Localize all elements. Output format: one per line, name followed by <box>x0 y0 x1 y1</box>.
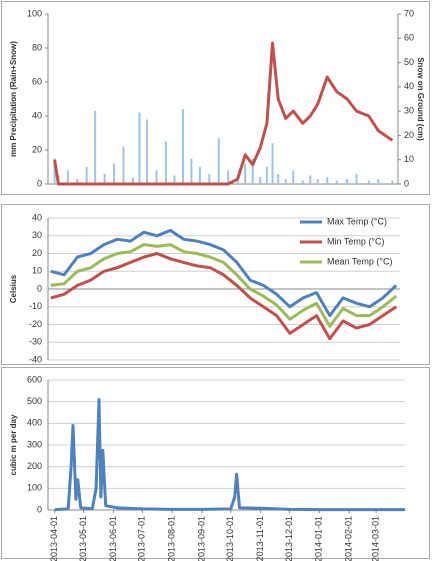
bar <box>146 119 149 184</box>
y-tick-label: 100 <box>27 483 42 493</box>
x-tick-label: 2013-07-01 <box>137 516 147 561</box>
y-tick-label: 0 <box>37 178 42 188</box>
x-tick-label: 2014-01-01 <box>314 516 324 561</box>
bar <box>346 178 349 184</box>
y2-axis-label: Snow on Ground (cm) <box>416 57 425 141</box>
y-tick-label: 40 <box>32 212 42 222</box>
bar <box>85 167 88 184</box>
line <box>53 41 394 186</box>
y2-tick-label: 70 <box>404 8 414 18</box>
y-tick-label: 30 <box>32 230 42 240</box>
bar <box>190 158 193 184</box>
y-tick-label: 0 <box>37 504 42 514</box>
bar <box>76 178 79 184</box>
x-tick-label: 2013-04-01 <box>49 516 59 561</box>
line <box>50 228 398 318</box>
bar <box>377 178 380 184</box>
bar <box>66 170 69 184</box>
y-tick-label: 10 <box>32 266 42 276</box>
x-tick-label: 2013-12-01 <box>284 516 294 561</box>
y-tick-label: -30 <box>29 337 42 347</box>
bar <box>259 177 262 184</box>
y-tick-label: 500 <box>27 396 42 406</box>
y-tick-label: 60 <box>32 76 42 86</box>
y-tick-label: 20 <box>32 144 42 154</box>
bar <box>217 138 220 184</box>
bar <box>53 158 56 184</box>
y-tick-label: 80 <box>32 42 42 52</box>
bar <box>155 170 158 184</box>
x-tick-label: 2013-10-01 <box>225 516 235 561</box>
bar <box>94 110 97 184</box>
panel <box>1 367 430 559</box>
y-tick-label: 20 <box>32 248 42 258</box>
x-tick-label: 2013-11-01 <box>255 516 265 561</box>
bar <box>113 163 116 184</box>
bar <box>355 173 358 184</box>
y2-tick-label: 50 <box>404 57 414 67</box>
bar <box>164 141 167 184</box>
line <box>54 398 405 512</box>
legend-label: Max Temp (°C) <box>327 216 387 226</box>
y2-tick-label: 30 <box>404 106 414 116</box>
y-tick-label: 40 <box>32 110 42 120</box>
y-tick-label: 400 <box>27 418 42 428</box>
bar <box>198 167 201 184</box>
bar <box>309 175 312 184</box>
bar <box>326 177 329 184</box>
y-axis-label: mm Precipitation (Rain+Snow) <box>9 41 18 157</box>
line <box>50 243 398 328</box>
y-tick-label: 0 <box>37 283 42 293</box>
x-tick-label: 2013-05-01 <box>78 516 88 561</box>
bar <box>227 170 230 184</box>
y2-tick-label: 10 <box>404 154 414 164</box>
bar <box>391 180 394 184</box>
panel <box>1 204 430 365</box>
bar <box>244 163 247 184</box>
bar <box>301 180 304 184</box>
y-tick-label: 600 <box>27 374 42 384</box>
y-axis-label: cubic m per day <box>9 414 18 475</box>
x-tick-label: 2014-02-01 <box>344 516 354 561</box>
legend-label: Min Temp (°C) <box>327 236 384 246</box>
bar <box>284 178 287 184</box>
y-tick-label: -40 <box>29 354 42 364</box>
y-tick-label: -10 <box>29 301 42 311</box>
x-tick-label: 2014-03-01 <box>371 516 381 561</box>
y-tick-label: 300 <box>27 439 42 449</box>
x-tick-label: 2013-09-01 <box>196 516 206 561</box>
y2-tick-label: 40 <box>404 81 414 91</box>
y-tick-label: 200 <box>27 461 42 471</box>
y-tick-label: -20 <box>29 319 42 329</box>
bar <box>316 178 319 184</box>
bar <box>122 146 125 184</box>
bar <box>103 173 106 184</box>
line <box>50 252 398 341</box>
legend-label: Mean Temp (°C) <box>327 256 392 266</box>
x-tick-label: 2013-06-01 <box>108 516 118 561</box>
bar <box>208 173 211 184</box>
x-tick-label: 2013-08-01 <box>167 516 177 561</box>
bar <box>251 158 254 184</box>
bar <box>367 180 370 184</box>
bar <box>173 175 176 184</box>
bar <box>271 143 274 184</box>
bar <box>265 167 268 184</box>
bar <box>335 180 338 184</box>
y2-tick-label: 0 <box>404 178 409 188</box>
y-tick-label: 100 <box>27 8 42 18</box>
bar <box>138 112 141 184</box>
bar <box>131 177 134 184</box>
bar <box>277 173 280 184</box>
panel <box>1 1 430 195</box>
y-axis-label: Celsius <box>9 274 18 303</box>
y2-tick-label: 20 <box>404 130 414 140</box>
bar <box>292 170 295 184</box>
bar <box>181 109 184 184</box>
y2-tick-label: 60 <box>404 33 414 43</box>
